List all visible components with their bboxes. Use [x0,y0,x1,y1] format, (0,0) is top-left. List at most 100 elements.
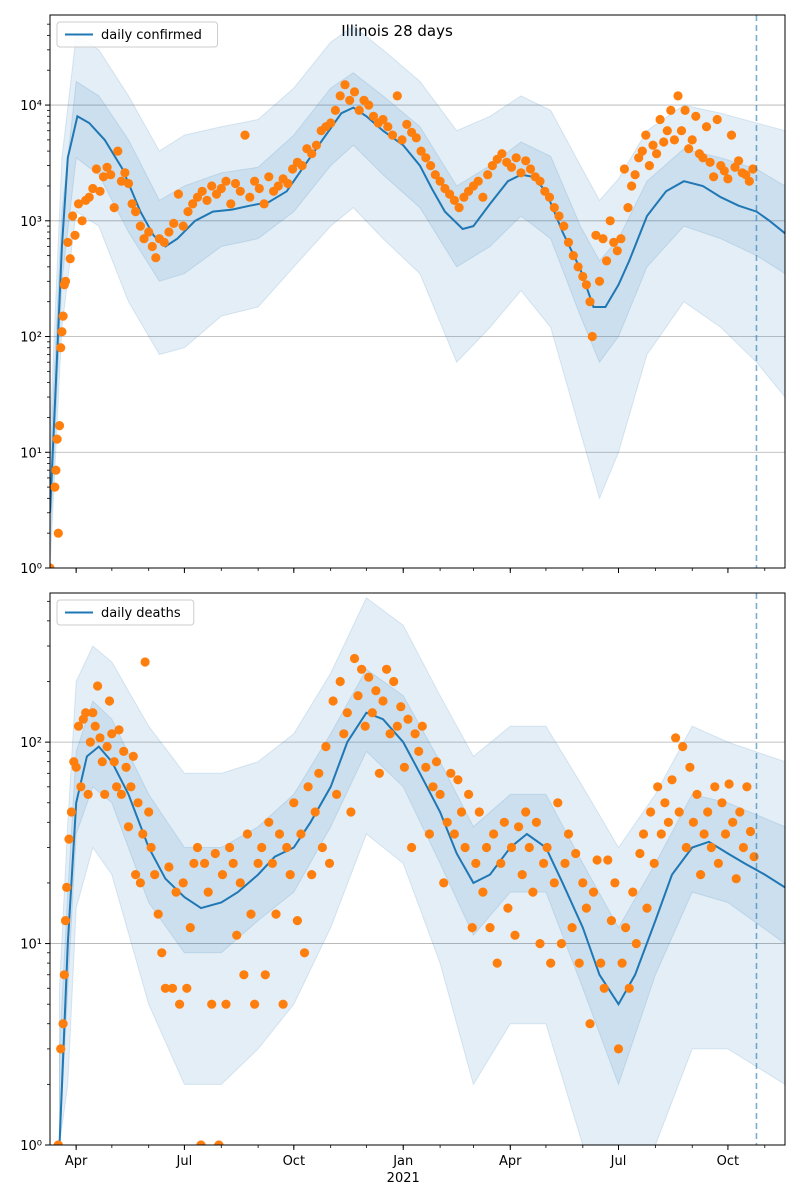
observed-point [467,923,477,933]
legend: daily deaths [56,599,195,626]
observed-point [684,144,694,154]
observed-point [571,848,581,859]
observed-point [116,789,126,800]
observed-point [483,170,493,180]
observed-point [642,903,652,913]
observed-point [151,253,161,263]
observed-point [674,807,684,817]
observed-point [638,829,649,839]
observed-point [644,161,655,171]
observed-point [445,189,455,199]
observed-point [216,183,226,194]
observed-point [539,858,549,869]
observed-point [553,798,563,808]
observed-point [598,234,608,244]
observed-point [596,958,606,968]
observed-point [104,696,115,706]
outer-uncertainty-band [50,25,785,568]
y-tick-label: 10⁴ [20,99,42,114]
observed-point [95,733,105,743]
observed-point [102,162,112,172]
observed-point [687,135,697,145]
observed-point [641,130,651,140]
observed-point [616,234,626,244]
observed-point [581,903,592,913]
observed-point [121,762,131,772]
observed-point [698,153,708,163]
observed-point [554,211,564,221]
observed-point [426,161,436,171]
observed-point [610,878,620,888]
observed-point [435,789,445,800]
observed-point [59,970,69,980]
observed-point [346,807,356,817]
observed-point [342,708,352,718]
observed-point [454,203,464,213]
observed-point [701,122,712,132]
observed-point [402,119,412,129]
observed-point [116,176,126,186]
observed-point [178,221,188,231]
observed-point [439,878,449,888]
observed-point [424,829,434,839]
axes-frame [49,14,786,569]
observed-point [153,909,163,919]
observed-point [671,733,681,743]
observed-point [492,958,502,968]
observed-point [146,842,156,853]
observed-point [314,768,324,778]
observed-point [471,858,481,869]
observed-point [171,887,181,897]
observed-point [623,203,633,213]
y-tick-label: 10¹ [20,446,42,461]
observed-point [56,343,66,353]
legend-label: daily deaths [101,606,181,621]
observed-point [112,782,122,792]
observed-point [542,842,552,853]
observed-point [378,114,388,125]
observed-point [232,930,242,940]
observed-point [516,168,526,178]
observed-point [585,1019,595,1029]
observed-point [652,149,662,159]
observed-point [567,923,577,933]
observed-point [521,156,531,166]
observed-point [417,721,427,731]
observed-point [646,807,656,817]
observed-point [506,842,517,853]
observed-point [120,168,130,178]
observed-point [585,297,595,307]
observed-point [93,681,103,691]
observed-point [119,746,129,757]
observed-point [428,782,438,792]
observed-point [568,251,578,261]
observed-point [735,807,745,817]
observed-point [95,186,105,196]
observed-point [73,199,84,209]
observed-point [135,878,145,888]
observed-point [139,234,149,244]
observed-point [544,192,555,202]
observed-point [655,114,665,125]
observed-point [603,855,613,865]
observed-point [349,87,360,97]
observed-point [113,146,123,156]
observed-point [53,528,63,538]
outer-uncertainty-band [59,597,785,1145]
observed-point [57,327,67,337]
observed-point [217,870,228,880]
observed-point [246,909,256,919]
observed-point [367,708,377,718]
observed-point [357,664,367,674]
observed-point [414,746,424,757]
observed-point [481,842,492,853]
observed-point [549,878,559,888]
observed-point [731,874,741,884]
observed-point [109,757,119,767]
observed-point [84,192,94,202]
observed-point [123,822,134,832]
observed-point [688,817,699,827]
observed-point [720,829,731,839]
observed-point [535,176,545,186]
observed-point [588,887,599,897]
